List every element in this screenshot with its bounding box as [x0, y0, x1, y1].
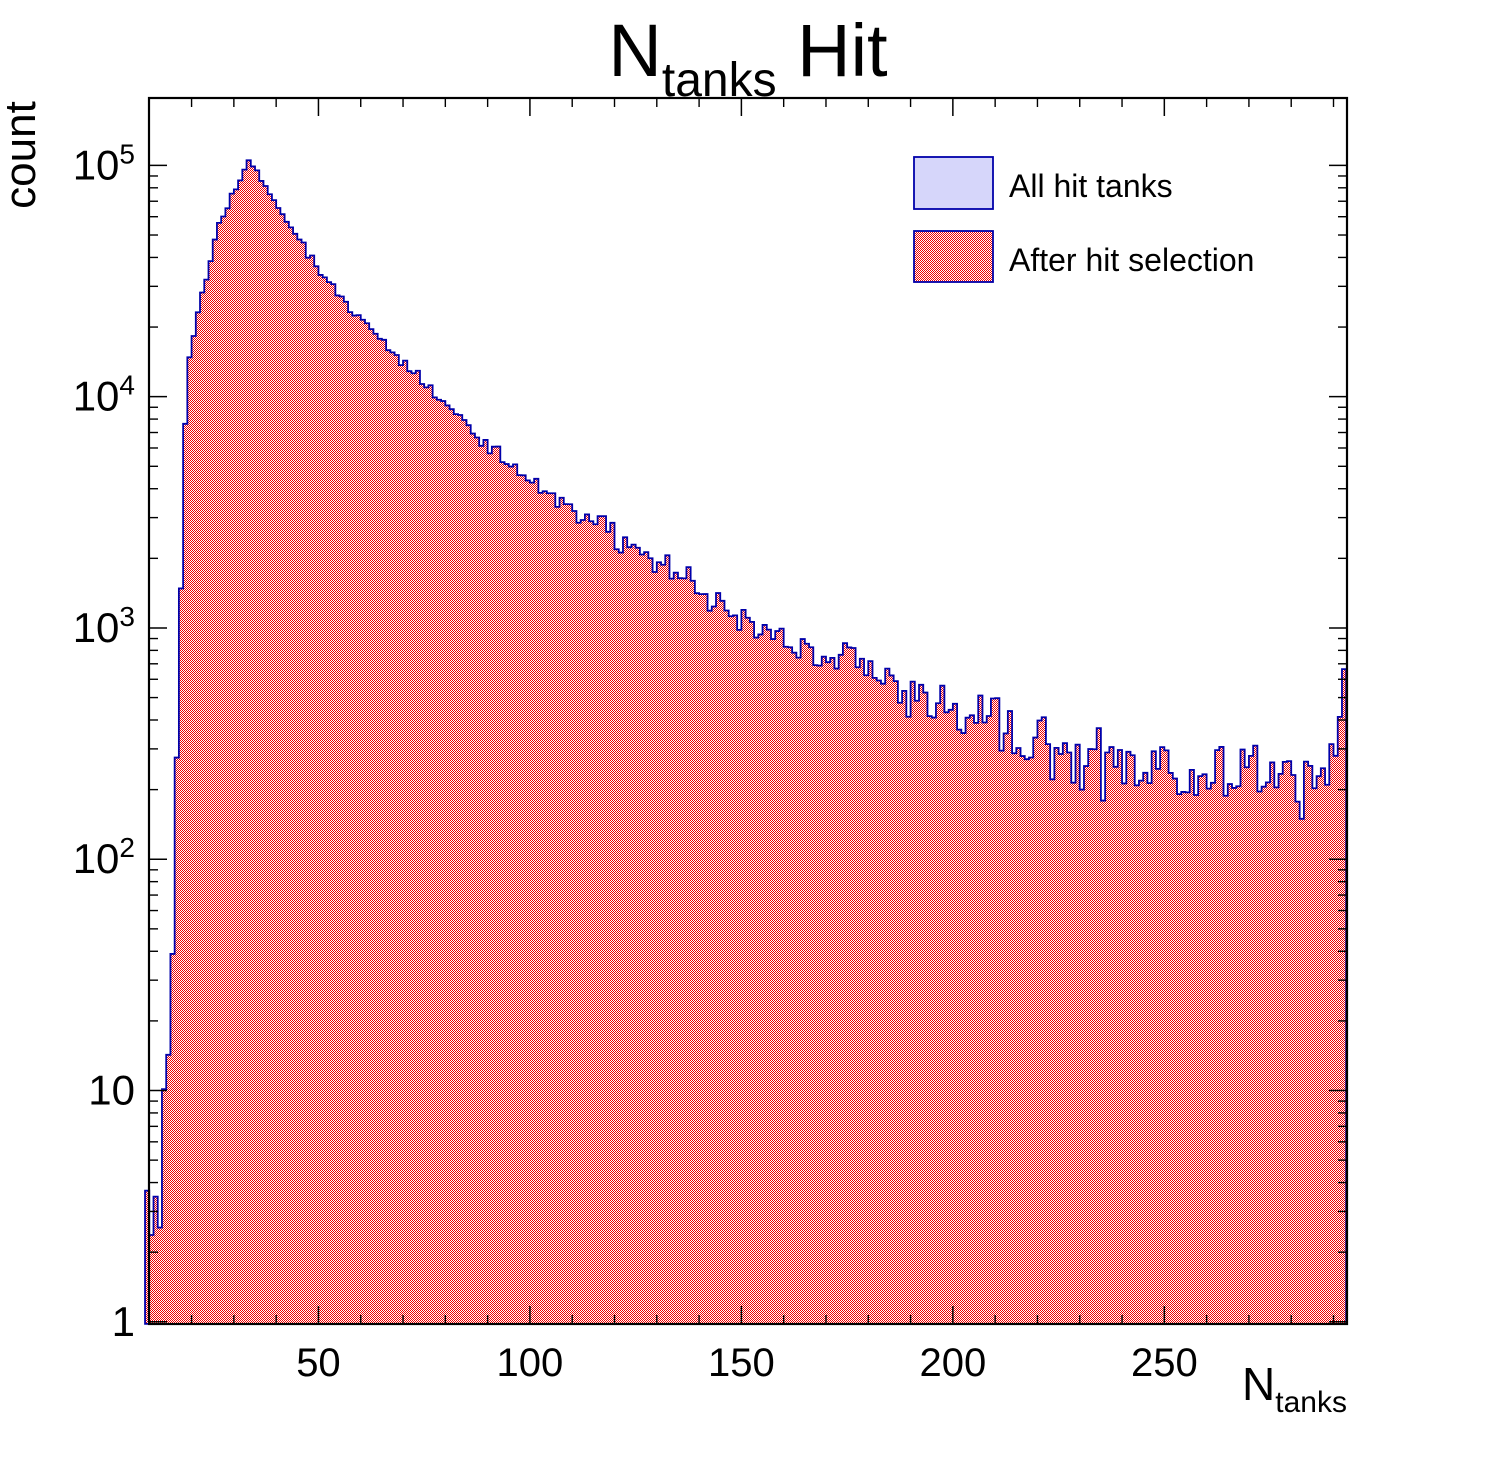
svg-text:250: 250 [1131, 1341, 1198, 1385]
svg-text:150: 150 [708, 1341, 775, 1385]
svg-text:1: 1 [112, 1298, 135, 1345]
svg-text:All hit tanks: All hit tanks [1009, 168, 1173, 204]
svg-text:200: 200 [919, 1341, 986, 1385]
svg-text:50: 50 [296, 1341, 341, 1385]
svg-text:100: 100 [497, 1341, 564, 1385]
svg-text:10: 10 [88, 1067, 135, 1114]
svg-text:After hit selection: After hit selection [1009, 242, 1254, 278]
svg-text:count: count [0, 101, 45, 209]
